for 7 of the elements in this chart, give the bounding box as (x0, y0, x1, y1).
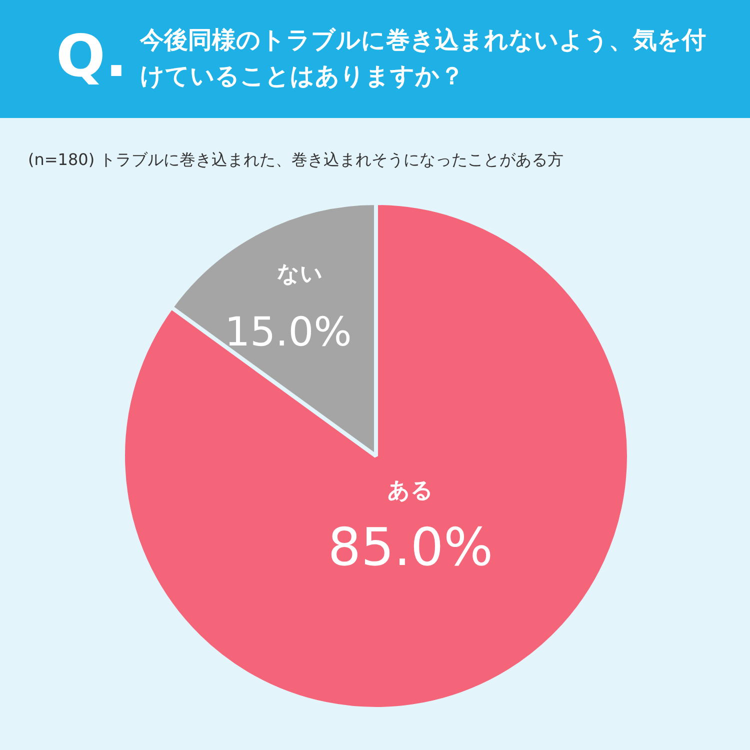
slice-label: ない (277, 262, 324, 287)
data-label: 85.0% (328, 518, 494, 578)
slice-label: ある (387, 478, 434, 504)
chart-subtitle: (n=180) トラブルに巻き込まれた、巻き込まれそうになったことがある方 (28, 150, 564, 171)
data-label: 15.0% (224, 310, 352, 356)
text: Q. (56, 22, 128, 90)
chart-title: 今後同様のトラブルに巻き込まれないよう、気を付けていることはありますか？ (140, 25, 707, 92)
